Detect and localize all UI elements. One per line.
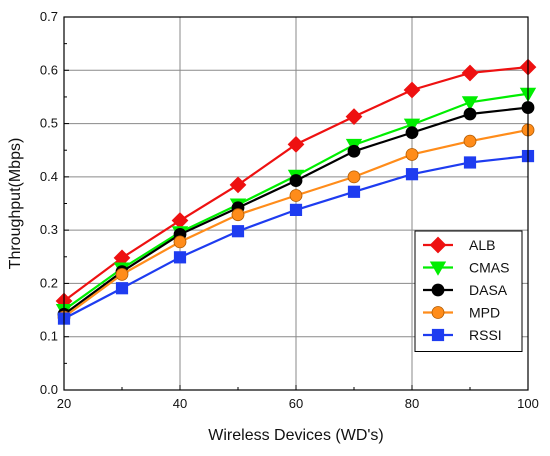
series-alb <box>55 58 537 310</box>
y-tick-label: 0.3 <box>40 222 58 237</box>
data-point-marker <box>173 235 187 249</box>
data-point-marker <box>431 328 445 342</box>
legend-item-mpd: MPD <box>423 305 500 321</box>
y-tick-label: 0.7 <box>40 9 58 24</box>
data-point-marker <box>347 170 361 184</box>
data-point-marker <box>173 251 187 264</box>
data-point-marker <box>429 261 447 276</box>
data-point-marker <box>289 189 303 202</box>
data-point-marker <box>461 96 479 111</box>
data-point-marker <box>429 236 447 254</box>
data-point-marker <box>403 118 421 133</box>
x-tick-label: 40 <box>173 396 187 411</box>
legend-label: CMAS <box>469 260 509 276</box>
y-axis-title: Throughput(Mbps) <box>7 138 24 270</box>
legend-item-alb: ALB <box>423 236 495 254</box>
data-point-marker <box>347 185 361 198</box>
data-point-marker <box>229 176 247 194</box>
data-point-marker <box>405 168 419 181</box>
legend-item-dasa: DASA <box>423 282 508 298</box>
legend-label: RSSI <box>469 327 502 343</box>
y-tick-label: 0.1 <box>40 329 58 344</box>
y-tick-label: 0.0 <box>40 382 58 397</box>
data-point-marker <box>403 81 421 99</box>
y-tick-label: 0.2 <box>40 275 58 290</box>
x-tick-label: 80 <box>405 396 419 411</box>
data-point-marker <box>289 174 303 187</box>
legend-label: DASA <box>469 282 508 298</box>
data-point-marker <box>405 126 419 140</box>
data-point-marker <box>289 203 303 216</box>
y-tick-label: 0.4 <box>40 169 58 184</box>
data-point-marker <box>431 283 445 297</box>
legend-item-rssi: RSSI <box>423 327 502 343</box>
data-point-marker <box>115 282 129 295</box>
axis-ticks: 0.0 0.1 0.2 0.3 0.4 0.5 0.6 0.7 20 40 60 80 100 <box>40 9 539 411</box>
data-point-marker <box>115 267 129 281</box>
y-tick-label: 0.6 <box>40 62 58 77</box>
data-point-marker <box>405 148 419 161</box>
x-tick-label: 20 <box>57 396 71 411</box>
legend: ALB CMAS DASA MPD RSSI <box>414 230 523 352</box>
data-point-marker <box>463 134 477 148</box>
x-tick-label: 100 <box>517 396 539 411</box>
data-point-marker <box>231 225 245 238</box>
data-point-marker <box>345 108 363 126</box>
series-mpd <box>57 123 535 324</box>
legend-label: MPD <box>469 305 500 321</box>
y-tick-label: 0.5 <box>40 116 58 131</box>
data-point-marker <box>463 107 477 121</box>
x-tick-label: 60 <box>289 396 303 411</box>
data-point-marker <box>287 135 305 153</box>
data-point-marker <box>461 64 479 82</box>
data-point-marker <box>463 156 477 169</box>
data-point-marker <box>347 144 361 158</box>
series-layer <box>55 58 537 325</box>
data-point-marker <box>431 306 445 319</box>
x-axis-title: Wireless Devices (WD's) <box>208 427 384 444</box>
legend-label: ALB <box>469 237 495 253</box>
data-point-marker <box>231 208 245 222</box>
legend-item-cmas: CMAS <box>423 260 509 276</box>
